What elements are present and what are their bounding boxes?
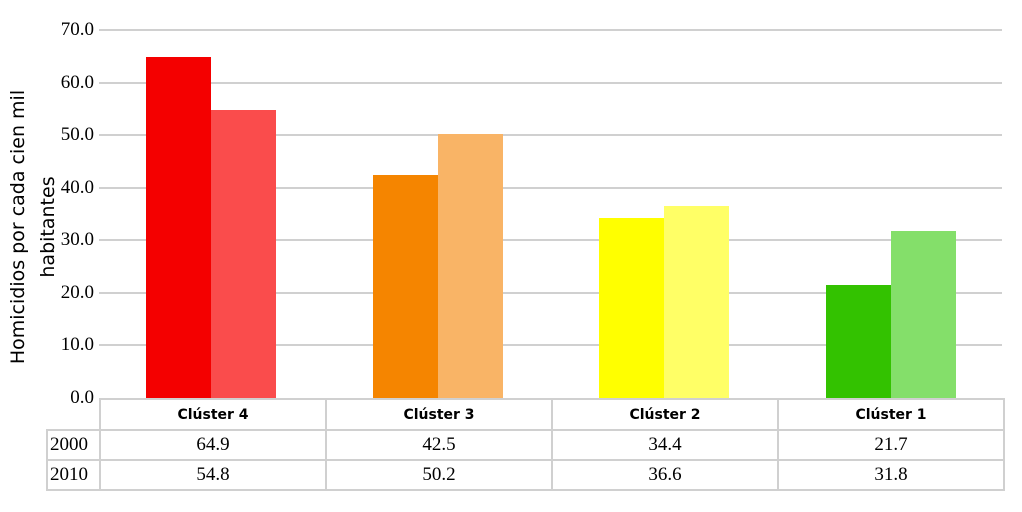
gridline [99,344,1002,346]
y-tick: 30.0 [60,229,94,250]
table-row: 2000 64.9 42.5 34.4 21.7 [46,429,1005,461]
bar-2000 [826,284,891,399]
table-cell: 21.7 [777,429,1005,461]
gridline [99,239,1002,241]
table-header-row: Clúster 4 Clúster 3 Clúster 2 Clúster 1 [47,398,1005,431]
gridline [99,134,1002,136]
table-cell: 31.8 [777,459,1005,491]
category-label: Clúster 2 [551,398,779,431]
bar-2000 [146,56,211,399]
y-tick: 50.0 [60,124,94,145]
bar-2000 [373,174,438,399]
data-table: Clúster 4 Clúster 3 Clúster 2 Clúster 1 … [46,398,1005,491]
table-cell: 36.6 [551,459,779,491]
bar-2010 [211,110,276,399]
y-tick: 10.0 [60,334,94,355]
y-tick: 20.0 [60,282,94,303]
table-row: 2010 54.8 50.2 36.6 31.8 [46,459,1005,491]
category-label: Clúster 4 [99,398,327,431]
series-label: 2010 [46,459,101,491]
category-label: Clúster 3 [325,398,553,431]
category-label: Clúster 1 [777,398,1005,431]
table-corner [47,399,101,431]
table-cell: 50.2 [325,459,553,491]
table-cell: 64.9 [99,429,327,461]
y-axis-label: Homicidios por cada cien mil habitantes [7,89,59,365]
gridline [99,82,1002,84]
bar-2010 [664,206,729,399]
gridline [99,187,1002,189]
bar-2000 [599,217,664,399]
table-cell: 54.8 [99,459,327,491]
gridline [99,29,1002,31]
bar-2010 [891,231,956,399]
y-tick: 70.0 [60,19,94,40]
gridline [99,292,1002,294]
y-tick: 40.0 [60,177,94,198]
table-cell: 42.5 [325,429,553,461]
table-cell: 34.4 [551,429,779,461]
bar-2010 [438,134,503,399]
y-tick: 60.0 [60,72,94,93]
series-label: 2000 [46,429,101,461]
